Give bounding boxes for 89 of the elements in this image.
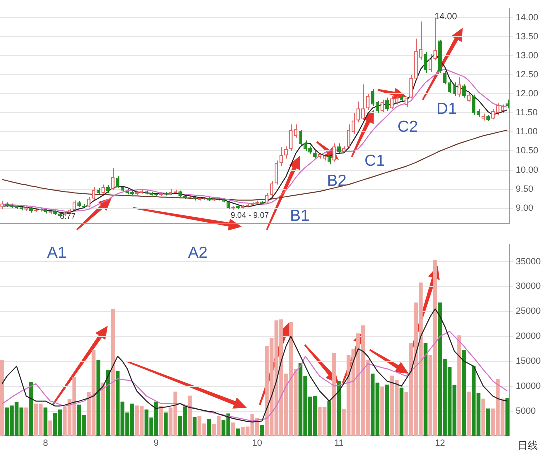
candlestick xyxy=(289,124,293,152)
candlestick xyxy=(380,99,384,113)
x-tick-label: 9 xyxy=(154,438,159,448)
bar xyxy=(96,360,101,436)
y-tick-label: 9.50 xyxy=(516,184,534,194)
candlestick xyxy=(443,70,447,86)
bar xyxy=(482,398,486,436)
text: 日线 xyxy=(518,441,538,452)
candlestick xyxy=(448,80,452,94)
candlestick xyxy=(491,108,495,120)
candlestick xyxy=(298,130,303,148)
annotation: C2 xyxy=(398,119,418,136)
bar xyxy=(260,425,264,436)
bar xyxy=(236,428,240,436)
bar xyxy=(111,309,115,436)
y-tick-label: 12.00 xyxy=(516,88,539,99)
candlestick xyxy=(390,96,394,110)
y-tick-label: 5000 xyxy=(516,406,536,416)
candlestick xyxy=(419,21,423,60)
y-tick-label: 20000 xyxy=(516,331,542,342)
annotation: C1 xyxy=(364,153,386,170)
y-tick-label: 10.50 xyxy=(516,146,539,156)
bar xyxy=(24,408,28,436)
annotation: 14.00 xyxy=(434,12,458,22)
candlestick xyxy=(361,84,366,120)
candlestick xyxy=(111,168,115,191)
candlestick xyxy=(337,143,342,155)
bar xyxy=(231,422,236,436)
bar xyxy=(188,396,192,436)
candlestick xyxy=(458,76,462,98)
y-tick-label: 13.00 xyxy=(516,50,539,60)
y-tick-label: 10000 xyxy=(516,380,542,391)
bar xyxy=(380,386,384,436)
candlestick xyxy=(404,96,408,108)
x-tick-label: 12 xyxy=(435,438,446,448)
candlestick xyxy=(92,186,96,200)
candlestick xyxy=(294,124,298,138)
y-tick-label: 30000 xyxy=(516,281,542,292)
y-tick-label: 12.50 xyxy=(516,70,539,80)
bar xyxy=(44,408,48,436)
candlestick xyxy=(434,17,438,62)
y-tick-label: 15000 xyxy=(516,356,542,366)
bar xyxy=(458,336,462,436)
bar xyxy=(0,360,4,436)
candlestick xyxy=(428,54,432,73)
x-tick-label: 8 xyxy=(43,438,48,448)
bar xyxy=(385,384,390,436)
bar xyxy=(328,400,332,436)
bar xyxy=(467,392,472,436)
bar xyxy=(400,388,404,436)
candlestick xyxy=(371,89,375,107)
x-tick-label: 11 xyxy=(334,438,344,448)
candlestick xyxy=(87,196,91,208)
candlestick xyxy=(332,143,336,162)
candlestick xyxy=(462,84,466,98)
annotation: D1 xyxy=(436,101,458,118)
candlestick xyxy=(347,124,351,149)
y-tick-label: 14.00 xyxy=(516,12,539,22)
bar xyxy=(164,412,168,436)
y-tick-label: 11.50 xyxy=(516,108,538,118)
bar xyxy=(506,398,510,436)
candlestick xyxy=(270,180,274,197)
bar xyxy=(48,420,52,436)
y-tick-label: 10.00 xyxy=(516,164,539,175)
annotation: A1 xyxy=(47,245,67,262)
bar xyxy=(486,408,490,436)
annotation: 8.77 xyxy=(60,212,76,221)
candlestick xyxy=(386,97,390,112)
candlestick xyxy=(366,94,370,111)
candlestick xyxy=(116,175,120,190)
y-tick-label: 9.00 xyxy=(516,202,534,213)
x-tick-label: 10 xyxy=(252,438,262,448)
y-tick-label: 35000 xyxy=(516,256,542,266)
y-tick-label: 13.50 xyxy=(516,31,539,42)
candlestick xyxy=(452,82,456,97)
bar xyxy=(102,382,106,436)
bar xyxy=(332,354,336,436)
bar xyxy=(192,417,197,436)
annotation: 9.04 - 9.07 xyxy=(230,211,270,220)
annotation: B1 xyxy=(290,208,310,225)
y-tick-label: 25000 xyxy=(516,306,542,316)
candlestick xyxy=(284,146,288,160)
candlestick xyxy=(274,160,278,186)
candlestick xyxy=(410,74,414,100)
candlestick xyxy=(467,92,471,102)
candlestick xyxy=(424,52,428,74)
y-tick-label: 11.00 xyxy=(516,126,538,137)
annotation: B2 xyxy=(327,173,347,190)
annotation: A2 xyxy=(188,245,208,262)
